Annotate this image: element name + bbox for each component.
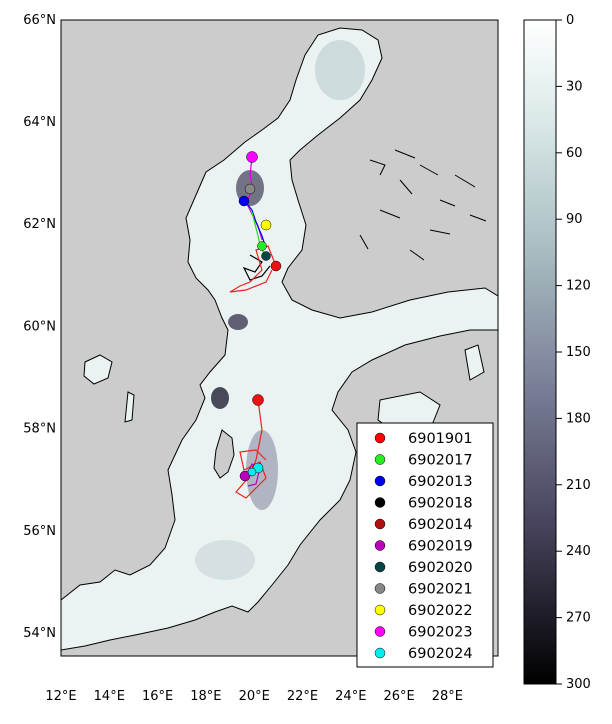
lon-tick-label: 20°E — [239, 689, 270, 704]
colorbar: 0 30 60 90 120 150 180 210 240 270 300 — [523, 13, 591, 692]
marker-6902024-b — [247, 467, 257, 477]
lat-tick-label: 62°N — [23, 217, 56, 232]
marker-6902020 — [261, 251, 271, 261]
marker-6902019 — [239, 470, 251, 482]
legend: 6901901 6902017 6902013 6902018 6902014 69020… — [356, 422, 494, 668]
colorbar-tick-label: 240 — [566, 544, 591, 559]
colorbar-tick-label: 60 — [566, 146, 583, 161]
lake-peipus — [464, 344, 485, 381]
deep-basin-landsort — [211, 387, 229, 409]
colorbar-gradient — [523, 19, 557, 685]
colorbar-tick-label: 300 — [566, 677, 591, 692]
legend-marker — [374, 626, 386, 637]
deep-basin-aland — [228, 314, 248, 330]
lat-tick-label: 60°N — [23, 319, 56, 334]
marker-6902023 — [246, 151, 258, 163]
legend-marker — [374, 497, 386, 508]
map-panel: 6901901 6902017 6902013 6902018 6902014 69020… — [60, 19, 499, 668]
bornholm-shading — [195, 540, 255, 580]
colorbar-tick-label: 210 — [566, 478, 591, 493]
colorbar-tick-label: 0 — [566, 13, 574, 28]
colorbar-tick-label: 120 — [566, 279, 591, 294]
marker-6901901-south — [252, 394, 264, 406]
marker-6902022 — [260, 219, 272, 231]
gotland-island — [213, 429, 235, 479]
longitude-tick-labels: 12°E 14°E 16°E 18°E 20°E 22°E 24°E 26°E 28°E — [45, 689, 463, 704]
trajectory-6902018 — [242, 254, 271, 281]
baltic-sea-water — [61, 27, 498, 651]
legend-label: 6902020 — [408, 560, 473, 576]
trajectory-6901901-south — [235, 399, 267, 499]
lat-tick-label: 64°N — [23, 115, 56, 130]
legend-marker — [374, 454, 386, 465]
trajectory-6902013 — [243, 199, 267, 249]
lat-tick-label: 58°N — [23, 422, 56, 437]
colorbar-tick-label: 150 — [566, 345, 591, 360]
colorbar-tick-label: 90 — [566, 212, 583, 227]
lon-tick-label: 12°E — [45, 689, 76, 704]
marker-6901901-north — [270, 260, 282, 272]
legend-marker — [374, 540, 386, 551]
colorbar-tick-label: 270 — [566, 611, 591, 626]
float-markers — [238, 151, 282, 482]
legend-marker — [374, 561, 386, 573]
legend-label: 6902024 — [408, 646, 473, 662]
legend-label: 6902018 — [408, 496, 473, 512]
lon-tick-label: 26°E — [383, 689, 414, 704]
lake-vattern — [124, 391, 135, 423]
legend-label: 6902014 — [408, 517, 473, 533]
legend-marker — [374, 583, 386, 594]
marker-6902013 — [238, 195, 250, 207]
legend-label: 6901901 — [408, 431, 473, 447]
legend-marker — [374, 475, 386, 487]
lon-tick-label: 22°E — [287, 689, 318, 704]
lon-tick-label: 18°E — [190, 689, 221, 704]
colorbar-tick-label: 180 — [566, 411, 591, 426]
colorbar-tick-label: 30 — [566, 79, 583, 94]
legend-marker — [374, 518, 386, 530]
lat-tick-label: 54°N — [23, 626, 56, 641]
legend-label: 6902013 — [408, 474, 473, 490]
legend-label: 6902019 — [408, 539, 473, 555]
finland-lakes — [359, 149, 487, 261]
marker-6902017 — [257, 241, 267, 251]
legend-marker — [374, 647, 386, 659]
bothnian-bay-shading — [315, 40, 365, 100]
lake-vanern — [83, 354, 113, 385]
lat-tick-label: 66°N — [23, 13, 56, 28]
legend-marker — [374, 432, 386, 444]
lat-tick-label: 56°N — [23, 524, 56, 539]
lon-tick-label: 16°E — [142, 689, 173, 704]
lon-tick-label: 14°E — [94, 689, 125, 704]
marker-6902021 — [244, 183, 256, 195]
legend-label: 6902017 — [408, 453, 473, 469]
legend-label: 6902022 — [408, 603, 473, 619]
legend-label: 6902021 — [408, 582, 473, 598]
lon-tick-label: 28°E — [432, 689, 463, 704]
map-frame — [60, 19, 499, 657]
lon-tick-label: 24°E — [335, 689, 366, 704]
legend-marker — [374, 604, 386, 616]
latitude-tick-labels: 54°N 56°N 58°N 60°N 62°N 64°N 66°N — [23, 13, 56, 641]
legend-label: 6902023 — [408, 625, 473, 641]
